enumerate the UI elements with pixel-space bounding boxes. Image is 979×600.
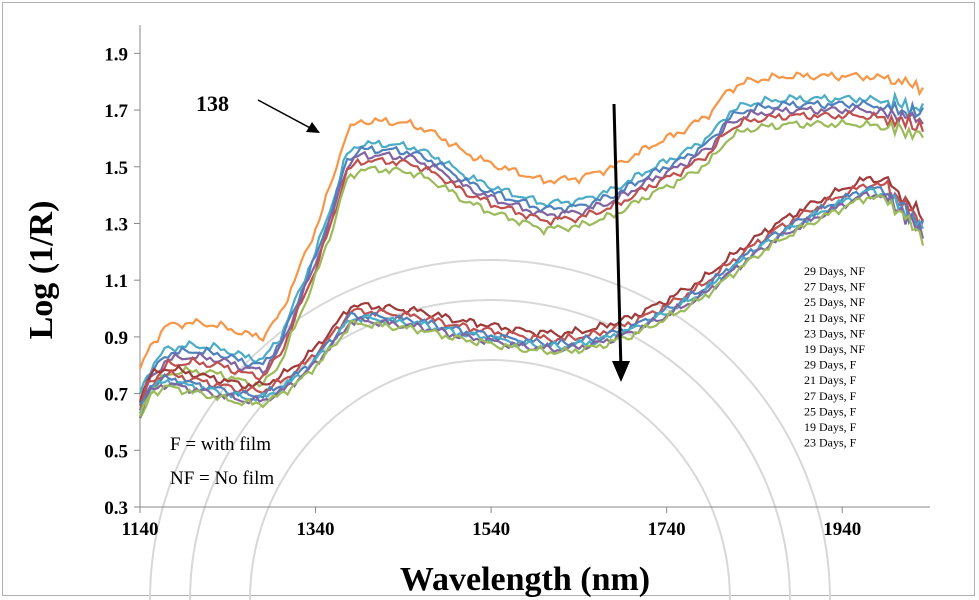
legend-entry: 19 Days, F: [804, 420, 857, 434]
annotation-label: 138: [196, 91, 229, 116]
watermark: [149, 259, 831, 600]
trend-arrow: [612, 103, 623, 371]
series-line: [138, 178, 925, 407]
series-line: [139, 99, 924, 402]
series-line: [138, 104, 924, 405]
x-tick-label: 1140: [122, 519, 159, 540]
legend-entry: 27 Days, NF: [804, 280, 865, 294]
axes: 0.3 0.5 0.7 0.9 1.1 1.3 1.5 1.7 1.9 1140 1340 1540 1…: [104, 25, 930, 540]
annotation-arrow: [257, 99, 315, 131]
legend-entry: 29 Days, F: [804, 358, 857, 372]
film-notes: F = with film NF = No film: [170, 434, 274, 489]
y-tick-label: 1.7: [104, 101, 128, 122]
legend-entry: 23 Days, F: [804, 436, 857, 450]
legend-entry: 27 Days, F: [804, 389, 857, 403]
series-line: [138, 175, 924, 403]
legend-entry: 23 Days, NF: [804, 326, 865, 340]
y-tick-label: 0.9: [104, 328, 128, 349]
trend-arrow-head: [612, 361, 630, 382]
series-line: [139, 118, 924, 419]
series-line: [139, 185, 925, 405]
legend-entry: 21 Days, NF: [804, 311, 865, 325]
annotations: 138: [196, 91, 630, 382]
series-line: [138, 71, 924, 370]
y-tick-label: 1.5: [104, 158, 128, 179]
x-tick-label: 1340: [297, 519, 335, 540]
series-line: [138, 187, 925, 414]
y-tick-label: 0.7: [104, 385, 128, 406]
annotation-arrow-head: [306, 122, 320, 133]
legend-entry: 29 Days, NF: [804, 264, 865, 278]
x-tick-label: 1540: [472, 519, 510, 540]
series-line: [138, 194, 925, 417]
y-tick-label: 0.5: [104, 441, 128, 462]
y-tick-label: 1.3: [104, 214, 128, 235]
y-axis-title: Log (1/R): [23, 201, 60, 340]
legend-entry: 25 Days, NF: [804, 295, 865, 309]
series-line: [138, 90, 924, 394]
legend-entry: 19 Days, NF: [804, 342, 865, 356]
note-with-film: F = with film: [170, 434, 271, 455]
note-no-film: NF = No film: [170, 468, 274, 489]
legend-entry: 21 Days, F: [804, 373, 857, 387]
x-tick-label: 1740: [648, 519, 686, 540]
series-lines: [138, 71, 925, 419]
legend-entry: 25 Days, F: [804, 404, 857, 418]
series-line: [138, 109, 925, 411]
y-tick-label: 1.9: [104, 44, 128, 65]
y-tick-label: 0.3: [104, 498, 128, 519]
y-tick-label: 1.1: [104, 271, 128, 292]
x-tick-label: 1940: [823, 519, 861, 540]
x-axis-title: Wavelength (nm): [400, 561, 650, 598]
